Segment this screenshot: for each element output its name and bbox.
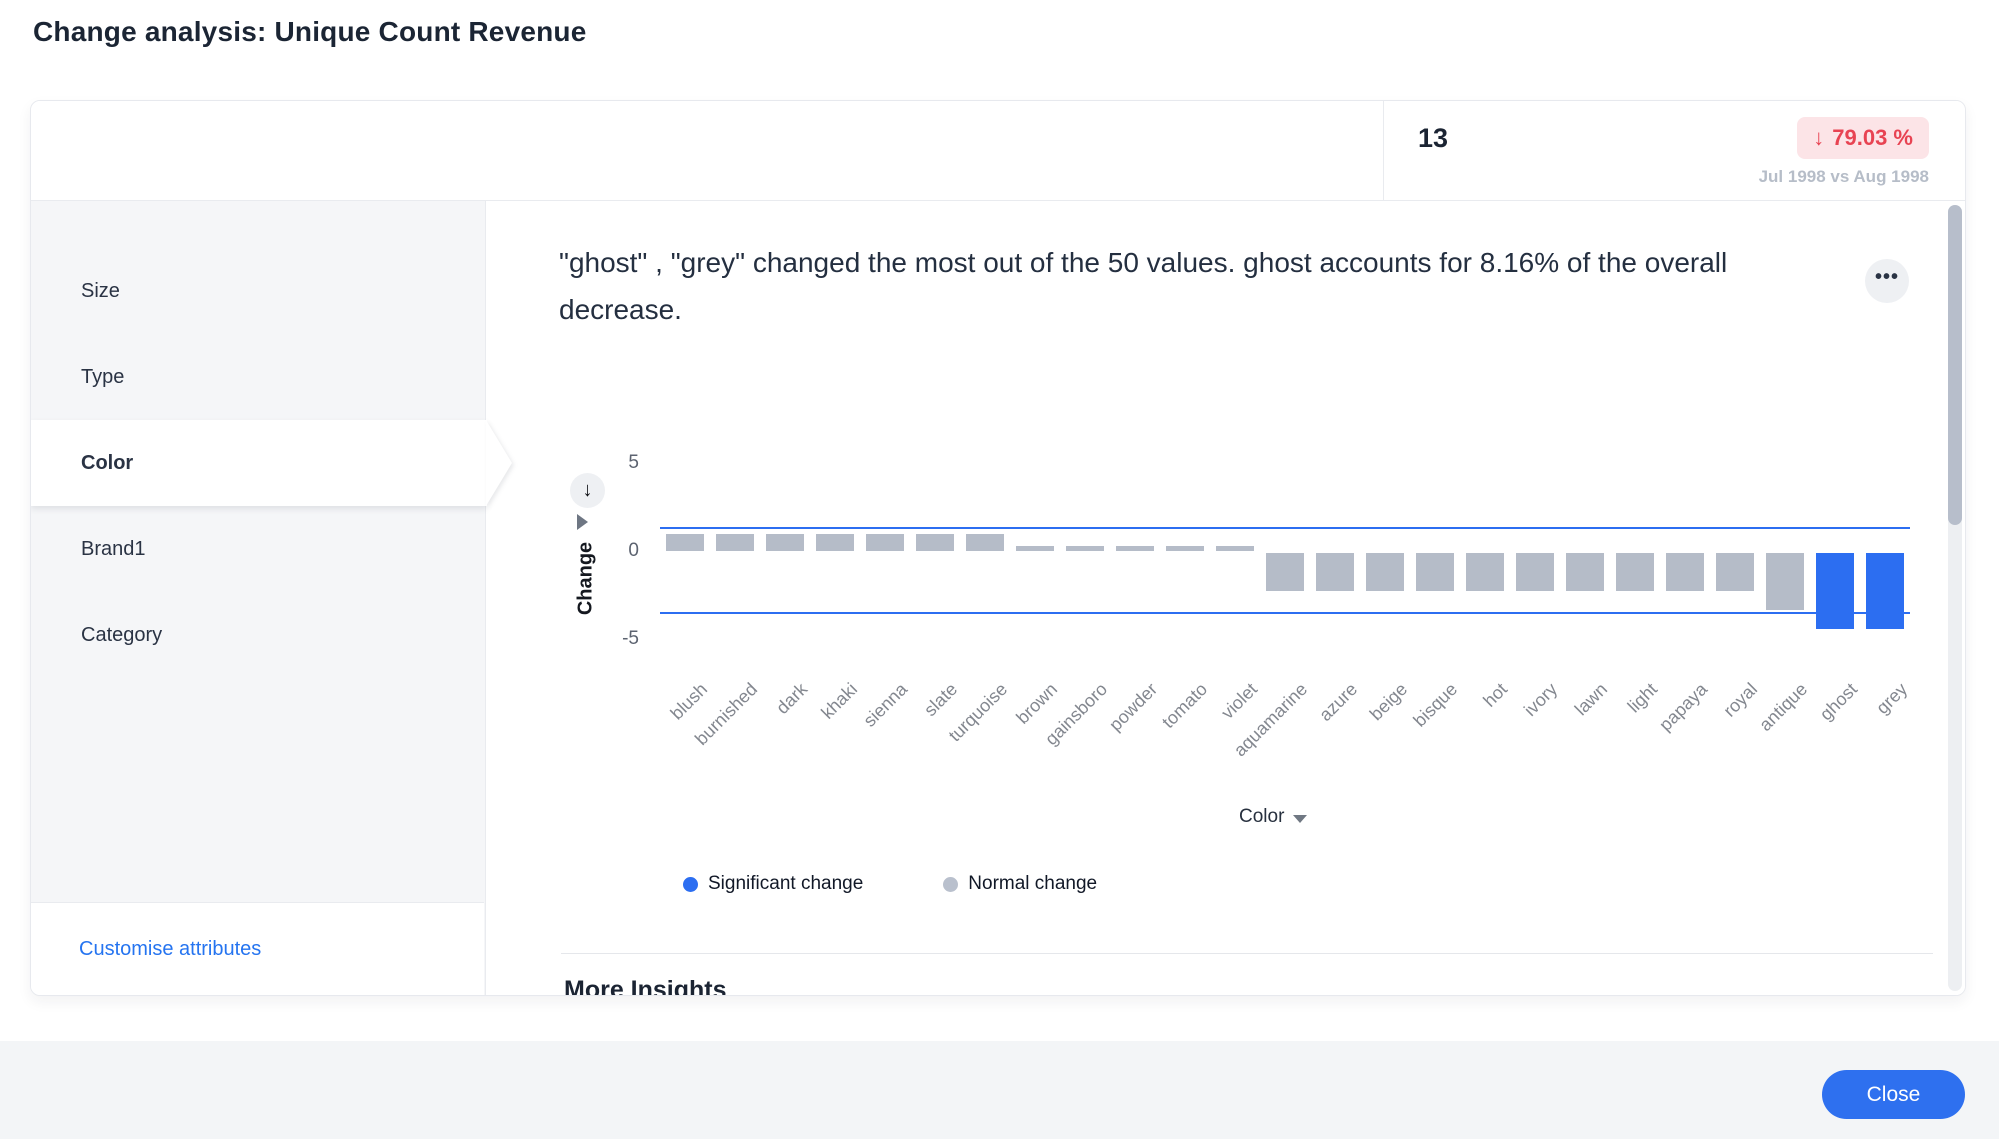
- x-label-ghost: ghost: [1815, 679, 1862, 725]
- x-label-hot: hot: [1479, 679, 1512, 711]
- scrollbar-thumb[interactable]: [1948, 205, 1962, 525]
- compare-period: Jul 1998 vs Aug 1998: [1758, 167, 1929, 186]
- dialog-footer: Close: [0, 1041, 1999, 1139]
- analysis-card: 13 ↓ 79.03 % Jul 1998 vs Aug 1998 Size Ty…: [30, 100, 1966, 996]
- bar-turquoise[interactable]: [966, 534, 1004, 551]
- chart-legend: Significant change Normal change: [683, 873, 1097, 895]
- x-label-royal: royal: [1719, 679, 1762, 721]
- bar-ghost[interactable]: [1816, 553, 1854, 629]
- legend-item-normal: Normal change: [943, 873, 1097, 895]
- legend-label: Normal change: [968, 873, 1098, 894]
- x-label-beige: beige: [1365, 679, 1412, 725]
- legend-item-significant: Significant change: [683, 873, 863, 895]
- bar-hot[interactable]: [1466, 553, 1504, 591]
- y-tick--5: -5: [622, 628, 639, 649]
- bar-ivory[interactable]: [1516, 553, 1554, 591]
- customise-attributes-link[interactable]: Customise attributes: [79, 937, 262, 960]
- change-chart: ↓ Change 5 0 -5 blush burnished dark khaki sien…: [487, 201, 1965, 995]
- bar-violet[interactable]: [1216, 546, 1254, 551]
- insight-text: "ghost" , "grey" changed the most out of…: [559, 247, 1728, 325]
- x-label-blush: blush: [666, 679, 712, 724]
- y-tick-0: 0: [628, 540, 639, 561]
- page-title: Change analysis: Unique Count Revenue: [33, 16, 587, 47]
- x-label-antique: antique: [1755, 679, 1812, 735]
- x-label-bisque: bisque: [1409, 679, 1462, 731]
- x-label-dark: dark: [772, 679, 812, 718]
- arrow-down-button[interactable]: ↓: [570, 473, 605, 508]
- delta-value: 79.03 %: [1832, 125, 1913, 150]
- x-label-slate: slate: [920, 679, 962, 721]
- x-label-powder: powder: [1105, 679, 1162, 735]
- x-label-azure: azure: [1315, 679, 1362, 725]
- bar-gainsboro[interactable]: [1066, 546, 1104, 551]
- bar-dark[interactable]: [766, 534, 804, 551]
- bar-royal[interactable]: [1716, 553, 1754, 591]
- divider: [561, 953, 1933, 954]
- bar-sienna[interactable]: [866, 534, 904, 551]
- x-label-tomato: tomato: [1158, 679, 1212, 733]
- y-axis-label: Change: [574, 541, 597, 616]
- bar-bisque[interactable]: [1416, 553, 1454, 591]
- x-label-grey: grey: [1872, 679, 1912, 718]
- bar-azure[interactable]: [1316, 553, 1354, 591]
- bar-lawn[interactable]: [1566, 553, 1604, 591]
- threshold-line: [660, 527, 1910, 529]
- threshold-line: [660, 612, 1910, 614]
- x-axis-dimension-dropdown[interactable]: Color: [1239, 806, 1308, 828]
- close-button[interactable]: Close: [1822, 1070, 1965, 1119]
- x-label-sienna: sienna: [859, 679, 912, 731]
- caret-right-icon[interactable]: [577, 514, 588, 530]
- scrollbar-track[interactable]: [1948, 205, 1962, 991]
- delta-badge: ↓ 79.03 %: [1797, 117, 1929, 159]
- bar-grey[interactable]: [1866, 553, 1904, 629]
- y-tick-5: 5: [628, 452, 639, 473]
- card-header: 13 ↓ 79.03 % Jul 1998 vs Aug 1998: [31, 101, 1965, 201]
- x-axis-dimension-label: Color: [1239, 806, 1285, 827]
- ellipsis-icon[interactable]: •••: [1865, 259, 1909, 303]
- bar-khaki[interactable]: [816, 534, 854, 551]
- bar-antique[interactable]: [1766, 553, 1804, 610]
- x-label-papaya: papaya: [1655, 679, 1712, 735]
- bar-powder[interactable]: [1116, 546, 1154, 551]
- x-label-violet: violet: [1217, 679, 1262, 723]
- bar-light[interactable]: [1616, 553, 1654, 591]
- sidebar-item-size[interactable]: Size: [81, 279, 120, 302]
- attributes-sidebar: Size Type Color Brand1 Category Customise at…: [31, 201, 487, 995]
- sidebar-item-color[interactable]: Color: [31, 420, 487, 506]
- analysis-content: "ghost" , "grey" changed the most out of…: [487, 201, 1965, 995]
- metric-summary-panel: 13 ↓ 79.03 % Jul 1998 vs Aug 1998: [1383, 101, 1965, 200]
- more-insights-title: More Insights: [564, 976, 727, 996]
- bar-slate[interactable]: [916, 534, 954, 551]
- sidebar-item-category[interactable]: Category: [81, 623, 163, 646]
- bar-burnished[interactable]: [716, 534, 754, 551]
- bar-brown[interactable]: [1016, 546, 1054, 551]
- x-label-ivory: ivory: [1520, 679, 1562, 721]
- bar-blush[interactable]: [666, 534, 704, 551]
- sidebar-item-type[interactable]: Type: [81, 365, 125, 388]
- bar-papaya[interactable]: [1666, 553, 1704, 591]
- normal-change-dot: [943, 876, 959, 892]
- bar-aquamarine[interactable]: [1266, 553, 1304, 591]
- bar-beige[interactable]: [1366, 553, 1404, 591]
- sidebar-footer: Customise attributes: [31, 902, 484, 995]
- x-label-khaki: khaki: [817, 679, 862, 723]
- bar-tomato[interactable]: [1166, 546, 1204, 551]
- significant-change-dot: [683, 876, 698, 892]
- sidebar-item-brand1[interactable]: Brand1: [81, 537, 146, 560]
- legend-label: Significant change: [708, 873, 864, 894]
- caret-down-icon: [1293, 814, 1308, 823]
- arrow-down-icon: ↓: [1813, 125, 1825, 150]
- x-label-lawn: lawn: [1570, 679, 1612, 720]
- metric-value: 13: [1418, 123, 1449, 153]
- x-label-light: light: [1623, 679, 1662, 717]
- sidebar-items: Size Type Color Brand1 Category: [31, 248, 487, 678]
